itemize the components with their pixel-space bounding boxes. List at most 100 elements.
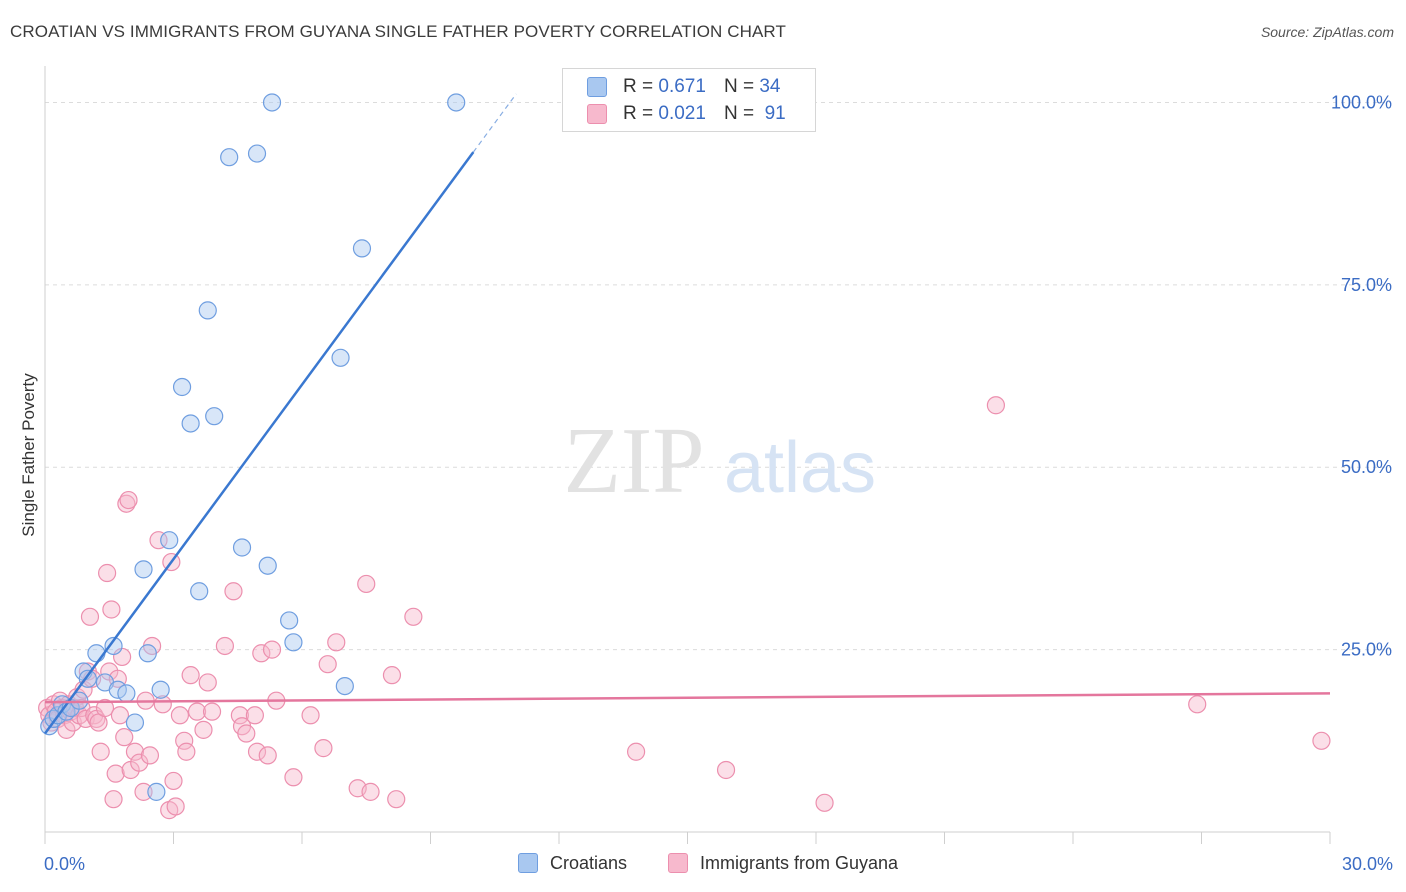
guyana-point-84 <box>986 396 1006 415</box>
croatians-point-22 <box>190 582 209 601</box>
gridlines <box>45 101 1390 651</box>
croatians-n-value: 34 <box>759 76 781 97</box>
guyana-point-81 <box>626 742 646 761</box>
croatians-point-21 <box>181 414 200 433</box>
guyana-legend-swatch <box>668 853 688 873</box>
croatians-r-value: 0.671 <box>658 76 706 97</box>
guyana-point-30 <box>104 790 123 809</box>
legend-item-guyana[interactable]: Immigrants from Guyana <box>668 850 898 876</box>
croatians-point-32 <box>331 348 350 367</box>
guyana-point-72 <box>314 739 333 758</box>
guyana-point-49 <box>164 771 183 791</box>
x-tick-label-max: 30.0% <box>1342 854 1393 874</box>
guyana-point-80 <box>404 607 423 626</box>
guyana-point-59 <box>215 636 234 656</box>
guyana-point-85 <box>1188 695 1207 714</box>
guyana-r-value: 0.021 <box>658 103 706 124</box>
guyana-point-82 <box>716 760 736 780</box>
guyana-point-41 <box>134 782 153 801</box>
croatians-point-20 <box>172 377 192 397</box>
y-tick-label-100: 100.0% <box>1331 92 1392 112</box>
guyana-point-67 <box>258 746 277 765</box>
guyana-r-label: R = <box>623 103 654 124</box>
guyana-point-66 <box>252 644 271 663</box>
guyana-point-50 <box>166 797 185 816</box>
croatians-point-30 <box>280 611 299 630</box>
correlation-legend: R = 0.671 N = 34 R = 0.021 N = 91 <box>562 68 816 132</box>
guyana-point-73 <box>318 655 337 674</box>
croatians-point-27 <box>247 144 267 163</box>
guyana-point-68 <box>262 640 282 659</box>
croatians-swatch <box>587 77 607 97</box>
croatians-point-14 <box>125 713 145 732</box>
guyana-point-71 <box>301 706 320 725</box>
croatians-point-18 <box>151 680 170 699</box>
guyana-point-65 <box>247 742 267 761</box>
source-label: Source: ZipAtlas.com <box>1260 24 1394 40</box>
y-tick-label-25: 25.0% <box>1341 640 1392 660</box>
guyana-point-76 <box>357 574 376 594</box>
guyana-point-37 <box>119 490 138 510</box>
croatians-trend-extension <box>472 93 517 153</box>
croatians-point-31 <box>284 633 303 652</box>
guyana-point-20 <box>80 607 100 626</box>
guyana-point-33 <box>110 706 130 725</box>
watermark-zip: ZIP <box>564 409 705 513</box>
chart-title: CROATIAN VS IMMIGRANTS FROM GUYANA SINGL… <box>10 22 786 41</box>
croatians-point-23 <box>198 301 217 320</box>
croatians-point-11 <box>104 636 123 656</box>
croatians-points <box>40 93 466 801</box>
croatians-point-24 <box>205 407 224 426</box>
guyana-point-70 <box>284 768 303 787</box>
guyana-point-56 <box>194 720 213 739</box>
croatians-point-29 <box>262 93 282 112</box>
guyana-n-label: N = <box>723 103 755 124</box>
guyana-point-40 <box>130 753 149 772</box>
guyana-point-63 <box>237 724 256 743</box>
guyana-legend-label: Immigrants from Guyana <box>700 852 899 873</box>
guyana-point-52 <box>175 731 194 750</box>
guyana-point-39 <box>125 742 145 761</box>
watermark-atlas: atlas <box>724 428 876 508</box>
guyana-point-57 <box>198 673 217 692</box>
guyana-point-86 <box>1312 731 1331 750</box>
legend-row-guyana: R = 0.021 N = 91 <box>587 102 786 126</box>
guyana-point-25 <box>91 742 110 761</box>
guyana-swatch <box>587 104 607 124</box>
guyana-point-64 <box>245 706 264 725</box>
croatians-legend-swatch <box>518 853 538 873</box>
croatians-n-label: N = <box>723 76 755 97</box>
croatians-point-9 <box>87 644 106 663</box>
guyana-point-74 <box>327 633 346 652</box>
croatians-point-16 <box>138 644 157 663</box>
guyana-point-45 <box>149 531 168 550</box>
guyana-point-43 <box>140 746 160 765</box>
guyana-point-35 <box>115 728 134 747</box>
guyana-point-60 <box>224 582 243 601</box>
croatians-point-17 <box>147 782 166 801</box>
guyana-point-78 <box>382 666 402 685</box>
guyana-point-77 <box>361 782 380 801</box>
croatians-point-35 <box>447 93 466 112</box>
legend-item-croatians[interactable]: Croatians <box>518 850 627 876</box>
guyana-point-53 <box>177 742 196 761</box>
y-tick-label-75: 75.0% <box>1341 275 1392 295</box>
croatians-point-13 <box>117 684 136 703</box>
tick-labels: 25.0% 50.0% 75.0% 100.0% 0.0% 30.0% <box>44 92 1393 874</box>
guyana-point-61 <box>230 706 249 725</box>
guyana-point-79 <box>387 790 406 809</box>
croatians-point-15 <box>134 560 153 579</box>
guyana-point-83 <box>815 793 834 812</box>
guyana-point-55 <box>187 702 207 721</box>
axes <box>44 66 1331 844</box>
y-axis-label: Single Father Poverty <box>19 373 38 537</box>
croatians-point-33 <box>335 676 354 696</box>
croatians-point-19 <box>160 531 179 550</box>
croatians-trend-line <box>43 151 475 735</box>
croatians-r-label: R = <box>623 76 654 97</box>
guyana-trend-line <box>44 692 1331 704</box>
watermark: ZIP atlas <box>564 409 877 513</box>
croatians-point-28 <box>258 556 277 575</box>
guyana-point-31 <box>106 764 125 783</box>
